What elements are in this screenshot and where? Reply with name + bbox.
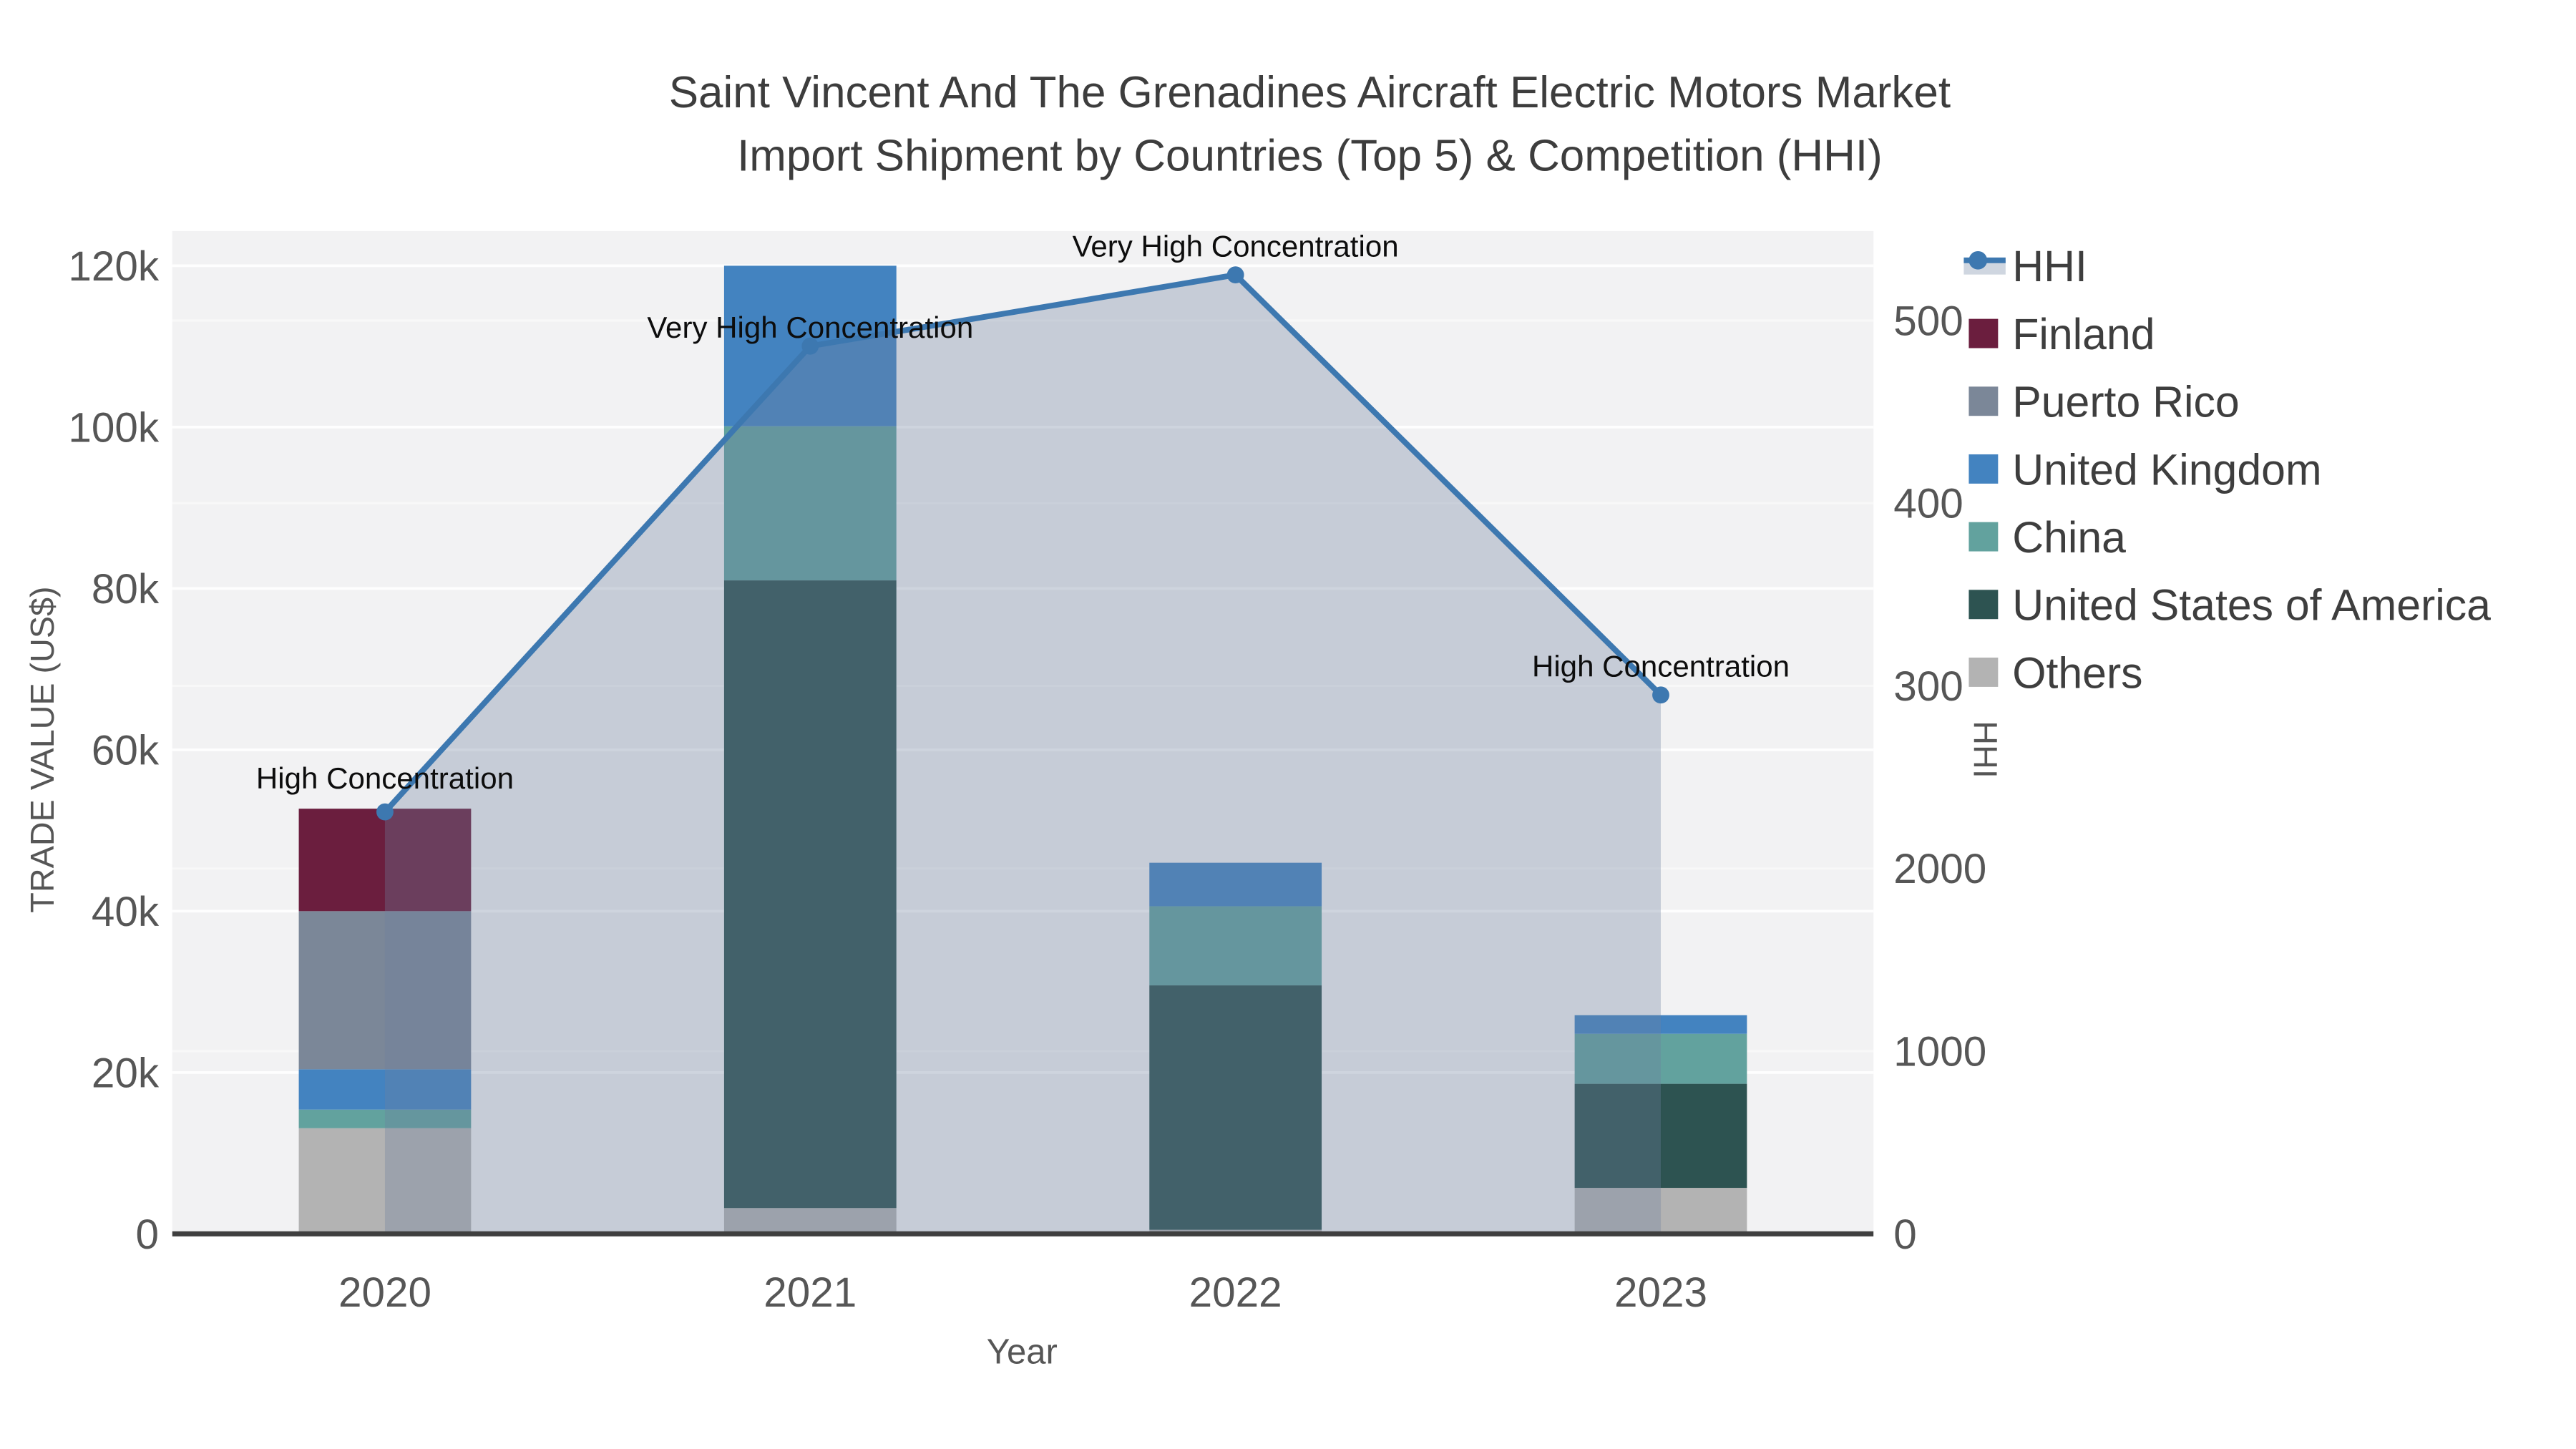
legend-item-finland[interactable]: Finland [1968,310,2155,358]
right-tick-0: 0 [1893,1211,1917,1258]
bar-segment-china-2021 [723,426,897,581]
legend-label: China [2012,513,2126,562]
hhi-line [376,266,1669,821]
bar-segment-china-2020 [298,1109,472,1128]
bar-segment-united_kingdom-2020 [298,1069,472,1110]
legend-background [1963,238,2576,705]
hhi-area [384,275,1662,1234]
left-tick-120k: 120k [68,243,160,290]
x-tick-2021: 2021 [763,1269,857,1316]
legend-label: United States of America [2012,581,2491,630]
annotation-2020: High Concentration [256,761,514,795]
legend-item-united-kingdom[interactable]: United Kingdom [1968,445,2322,494]
left-tick-60k: 60k [92,727,160,774]
left-tick-80k: 80k [92,566,160,613]
left-tick-0: 0 [136,1211,160,1258]
legend-item-puerto-rico[interactable]: Puerto Rico [1968,378,2240,426]
bar-segment-china-2022 [1149,906,1322,986]
legend-swatch-united_kingdom [1968,454,1999,484]
legend-swatch-united_states [1968,590,1999,620]
legend-item-united-states-of-america[interactable]: United States of America [1968,581,2491,630]
annotations: High Concentration Very High Concentratio… [256,229,1790,794]
legend-item-hhi[interactable]: HHI [1963,242,2087,291]
legend: HHI Finland Puerto Rico United Kingdom China… [1963,238,2576,705]
annotation-2021: Very High Concentration [647,311,973,344]
legend-swatch-china [1968,522,1999,552]
hhi-point-2023 [1652,686,1669,704]
right-tick-1000: 1000 [1893,1029,1986,1075]
legend-swatch-puerto_rico [1968,386,1999,416]
legend-label: Finland [2012,310,2155,358]
bar-segment-united_states-2021 [723,580,897,1209]
annotation-2022: Very High Concentration [1073,229,1399,263]
bar-segment-others-2020 [298,1128,472,1234]
bar-segment-united_kingdom-2022 [1149,862,1322,907]
x-axis-title: Year [987,1332,1058,1371]
bar-segment-finland-2020 [298,809,472,912]
legend-label: United Kingdom [2012,445,2321,494]
bar-segment-united_kingdom-2023 [1574,1015,1747,1034]
legend-item-others[interactable]: Others [1968,648,2143,697]
x-tick-2022: 2022 [1189,1269,1282,1316]
left-tick-40k: 40k [92,889,160,935]
hhi-point-2020 [376,803,394,821]
chart-title-line2: Import Shipment by Countries (Top 5) & C… [737,132,1883,181]
left-tick-20k: 20k [92,1050,160,1096]
left-tick-100k: 100k [68,404,160,451]
stacked-bars [298,265,1747,1234]
legend-swatch-others [1968,657,1999,687]
right-axis-title: HHI [1966,721,2004,779]
bar-segment-china-2023 [1574,1033,1747,1084]
bar-segment-united_states-2023 [1574,1083,1747,1189]
x-tick-2020: 2020 [338,1269,431,1316]
right-tick-2000: 2000 [1893,846,1986,892]
x-tick-2023: 2023 [1614,1269,1707,1316]
bar-segment-others-2021 [723,1208,897,1234]
legend-hhi-marker [1968,250,1988,270]
hhi-point-2022 [1226,266,1244,284]
legend-item-china[interactable]: China [1968,513,2126,562]
hhi-area-fill [384,275,1662,1234]
hhi-trend-line [383,271,1663,814]
legend-swatch-finland [1968,318,1999,348]
annotation-2023: High Concentration [1532,650,1790,683]
bar-segment-united_states-2022 [1149,985,1322,1230]
bar-segment-puerto_rico-2020 [298,911,472,1070]
legend-label: Puerto Rico [2012,378,2239,426]
left-axis-title: TRADE VALUE (US$) [24,586,61,912]
bar-segment-others-2023 [1574,1188,1747,1234]
chart-title-line1: Saint Vincent And The Grenadines Aircraf… [669,68,1951,117]
legend-label: HHI [2012,242,2087,291]
legend-label: Others [2012,648,2142,697]
hhi-point-2021 [801,337,819,355]
